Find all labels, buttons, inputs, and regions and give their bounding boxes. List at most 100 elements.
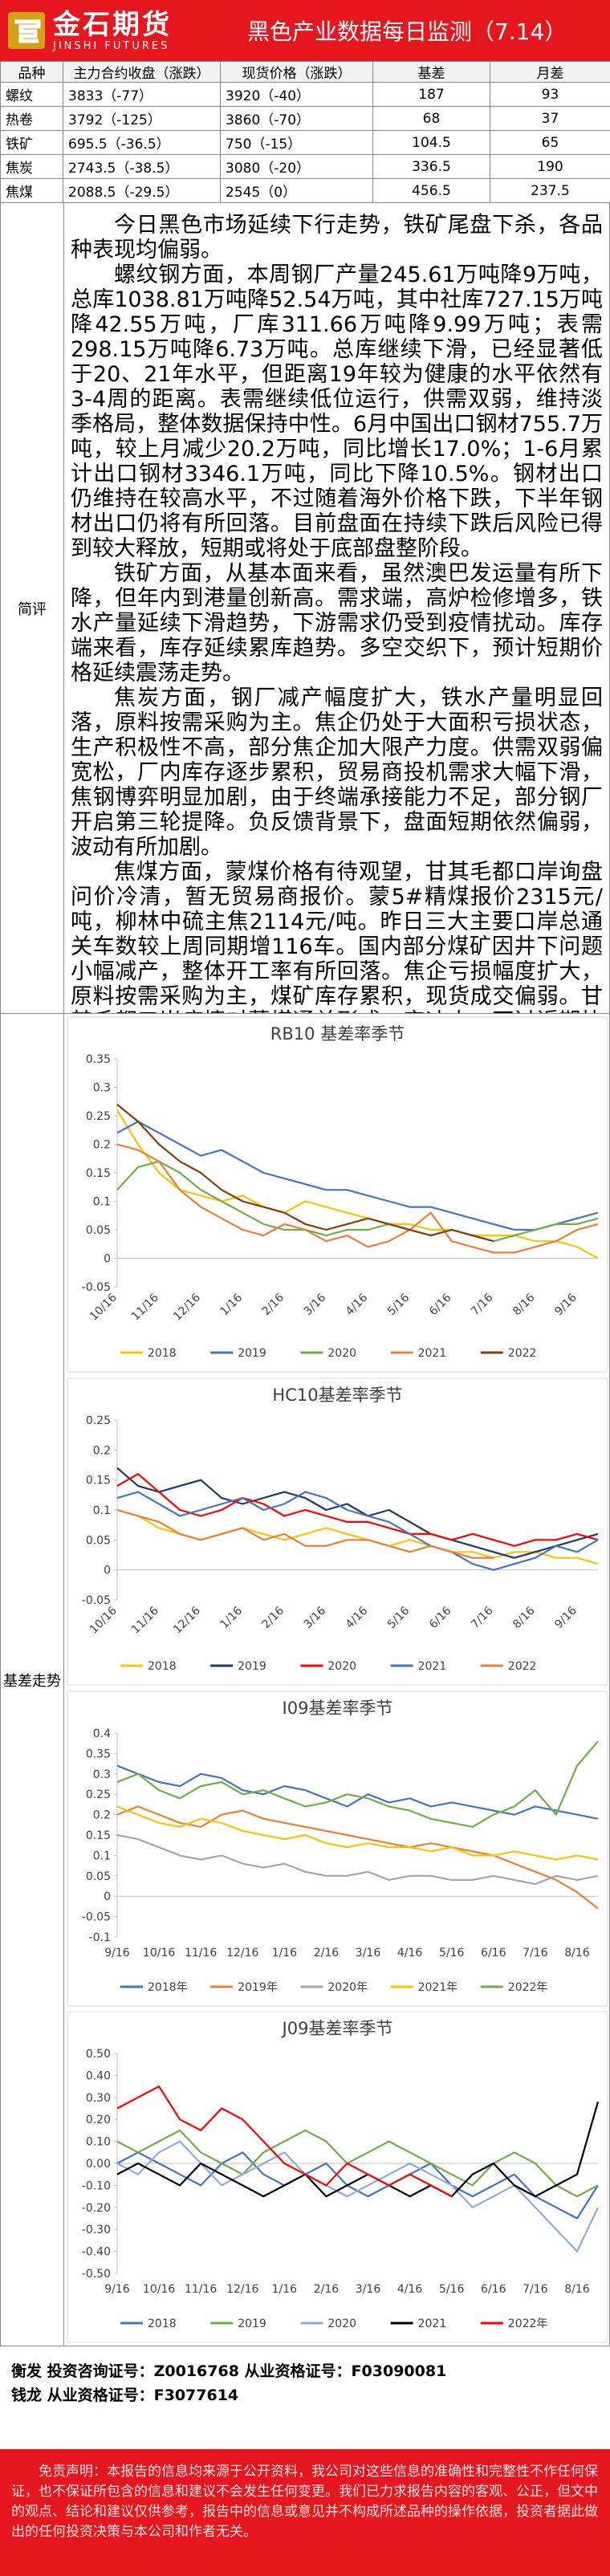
table-cell: 65	[490, 131, 610, 155]
x-tick-label: 7/16	[523, 1947, 548, 1959]
y-tick-label: 0.1	[93, 1196, 111, 1209]
x-tick-label: 6/16	[481, 1947, 506, 1959]
table-cell: 3920（-40）	[221, 83, 373, 107]
y-tick-label: 0.2	[93, 1139, 111, 1152]
legend-label: 2021年	[418, 1981, 458, 1994]
paragraph: 焦炭方面，钢厂减产幅度扩大，铁水产量明显回落，原料按需采购为主。焦企仍处于大面积…	[71, 686, 603, 860]
legend-label: 2018	[148, 1347, 177, 1360]
legend-label: 2020	[327, 1347, 356, 1360]
y-tick-label: 0.40	[86, 2070, 111, 2083]
x-tick-label: 3/16	[356, 2283, 381, 2296]
table-cell: 750（-15）	[221, 131, 373, 155]
y-tick-label: -0.30	[82, 2224, 111, 2236]
y-tick-label: 0	[104, 1253, 111, 1266]
paragraph: 今日黑色市场延续下行走势，铁矿尾盘下杀，各品种表现均偏弱。	[71, 213, 603, 262]
y-tick-label: 0.25	[86, 1110, 111, 1123]
y-tick-label: 0.15	[86, 1829, 111, 1842]
column-header: 基差	[373, 62, 490, 83]
logo-en: JINSHI FUTURES	[53, 40, 172, 52]
legend-label: 2019	[238, 2318, 266, 2330]
x-tick-label: 2/16	[314, 2283, 340, 2296]
table-cell: 104.5	[373, 131, 490, 155]
x-tick-label: 1/16	[272, 2283, 298, 2296]
y-tick-label: 0.05	[86, 1224, 111, 1237]
x-tick-label: 11/16	[185, 1947, 217, 1959]
y-tick-label: -0.05	[82, 1281, 111, 1294]
table-cell: 37	[490, 107, 610, 131]
x-tick-label: 6/16	[481, 2283, 506, 2296]
y-tick-label: 0.4	[93, 1728, 111, 1740]
x-tick-label: 9/16	[104, 2283, 130, 2296]
x-tick-label: 11/16	[185, 2283, 217, 2296]
table-cell: 3860（-70）	[221, 107, 373, 131]
legend-label: 2021	[418, 1660, 447, 1673]
table-cell: 187	[373, 83, 490, 107]
table-cell: 2743.5（-38.5）	[63, 155, 221, 179]
y-tick-label: -0.10	[82, 2180, 111, 2193]
y-tick-label: 0.2	[93, 1809, 111, 1821]
table-cell: 695.5（-36.5）	[63, 131, 221, 155]
table-cell: 3080（-20）	[221, 155, 373, 179]
chart-title: J09基差率季节	[281, 2019, 393, 2038]
review-text: 今日黑色市场延续下行走势，铁矿尾盘下杀，各品种表现均偏弱。螺纹钢方面，本周钢厂产…	[64, 203, 609, 1013]
chart: J09基差率季节0.500.400.300.200.100.00-0.10-0.…	[64, 2008, 610, 2346]
y-tick-label: 0.00	[86, 2158, 111, 2171]
chart-title: HC10基差率季节	[272, 1386, 402, 1405]
table-cell: 2088.5（-29.5）	[63, 179, 221, 203]
x-tick-label: 12/16	[226, 1947, 258, 1959]
column-header: 主力合约收盘（涨跌）	[63, 62, 221, 83]
y-tick-label: -0.1	[89, 1931, 111, 1944]
y-tick-label: 0.35	[86, 1748, 111, 1760]
legend-label: 2018	[148, 2318, 177, 2330]
y-tick-label: -0.50	[82, 2268, 111, 2281]
column-header: 品种	[1, 62, 63, 83]
legend-label: 2021	[418, 2318, 447, 2330]
logo-icon	[6, 10, 47, 51]
chart: I09基差率季节0.40.350.30.250.20.150.10.050-0.…	[64, 1688, 610, 2009]
title: 黑色产业数据每日监测（7.14）	[247, 14, 567, 47]
legend-label: 2022	[508, 1347, 537, 1360]
legend-label: 2019年	[238, 1981, 278, 1994]
chart-frame	[67, 1017, 608, 1372]
y-tick-label: 0.3	[93, 1082, 111, 1095]
y-tick-label: 0	[104, 1890, 111, 1903]
chart-title: RB10 基差率季节	[270, 1024, 405, 1044]
x-tick-label: 5/16	[439, 2283, 465, 2296]
paragraph: 焦煤方面，蒙煤价格有待观望，甘其毛都口岸询盘问价冷清，暂无贸易商报价。蒙5#精煤…	[71, 860, 603, 1013]
x-tick-label: 4/16	[397, 1947, 423, 1959]
x-tick-label: 3/16	[356, 1947, 381, 1959]
legend-label: 2020	[327, 1660, 356, 1673]
y-tick-label: 0.1	[93, 1850, 111, 1862]
section-label: 基差走势	[1, 1014, 64, 2346]
x-tick-label: 9/16	[104, 1947, 130, 1959]
x-tick-label: 5/16	[439, 1947, 465, 1959]
legend-label: 2022年	[508, 2318, 548, 2330]
y-tick-label: 0.3	[93, 1768, 111, 1780]
footer-line: 衡发 投资咨询证号：Z0016768 从业资格证号：F03090081	[11, 2359, 599, 2383]
y-tick-label: 0.15	[86, 1474, 111, 1487]
review-section: 简评 今日黑色市场延续下行走势，铁矿尾盘下杀，各品种表现均偏弱。螺纹钢方面，本周…	[0, 203, 610, 1014]
table-cell: 456.5	[373, 179, 490, 203]
table-cell: 336.5	[373, 155, 490, 179]
basis-section: 基差走势 RB10 基差率季节 0.35 0.3 0.25 0.2 0.15 0.1 0.05…	[0, 1014, 610, 2346]
table-cell: 3833（-77）	[63, 83, 221, 107]
legend-label: 2022	[508, 1660, 537, 1673]
table-cell: 68	[373, 107, 490, 131]
legend-label: 2019	[238, 1347, 266, 1360]
table-cell: 2545（0）	[221, 179, 373, 203]
x-tick-label: 2/16	[314, 1947, 340, 1959]
y-tick-label: -0.40	[82, 2246, 111, 2259]
table-cell: 237.5	[490, 179, 610, 203]
table-cell: 93	[490, 83, 610, 107]
y-tick-label: 0.35	[86, 1053, 111, 1066]
y-tick-label: 0.20	[86, 2114, 111, 2126]
table-cell: 190	[490, 155, 610, 179]
table-cell: 焦煤	[1, 179, 63, 203]
